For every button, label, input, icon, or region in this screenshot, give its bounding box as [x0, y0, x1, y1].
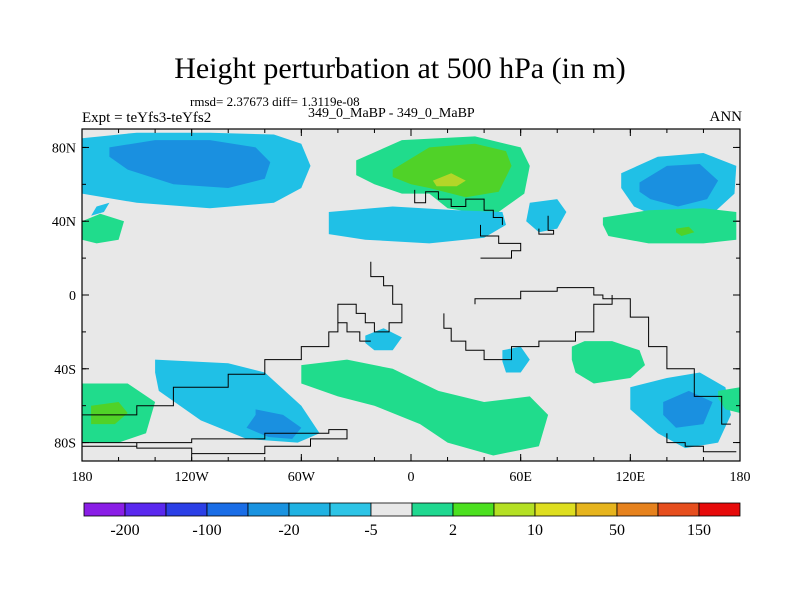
coastline-far-south-right [666, 433, 737, 453]
region-pacific-high [602, 208, 737, 244]
region-pacific-high-core [676, 226, 695, 236]
contour-fills [82, 132, 740, 456]
coastline-equatorial-continent [337, 261, 403, 342]
colorbar-swatch [657, 502, 700, 517]
colorbar-label: 150 [687, 522, 711, 539]
region-east-asia-low-core [639, 164, 719, 207]
coastline-south-continent-left [82, 322, 339, 416]
region-sw-pacific-high-core [91, 402, 128, 425]
colorbar-swatch [575, 502, 618, 517]
colorbar-label: -20 [278, 522, 299, 539]
colorbar-label: -100 [192, 522, 221, 539]
region-atlantic-low [328, 206, 506, 244]
season-label: ANN [709, 109, 743, 125]
region-north-america-small-low [91, 202, 110, 216]
region-north-pacific-low-core [109, 140, 271, 188]
colorbar-swatch [411, 502, 454, 517]
colorbar-swatch [370, 502, 413, 517]
region-eurasia-high-mid [392, 143, 512, 198]
coastline-southeast-ridge [474, 287, 613, 305]
y-tick-label: 80N [52, 141, 76, 156]
colorbar-swatch [83, 502, 126, 517]
colorbar-swatch [329, 502, 372, 517]
colorbar-swatch [616, 502, 659, 517]
colorbar-swatch [124, 502, 167, 517]
coastline-asia-segment [538, 215, 555, 235]
colorbar-label: 50 [609, 522, 625, 539]
colorbar-swatch [534, 502, 577, 517]
x-tick-label: 120E [616, 470, 646, 485]
coastlines [82, 189, 737, 455]
colorbar-label: -5 [364, 522, 377, 539]
colorbar-label: 10 [527, 522, 543, 539]
coastline-gulf-segment [480, 224, 522, 259]
coastline-antarctic-lower [82, 429, 348, 455]
region-atlantic-blip [365, 328, 402, 351]
region-eurasia-high-core [432, 173, 466, 187]
region-far-east-high [718, 387, 740, 413]
region-east-australia-low-core [663, 390, 713, 428]
experiment-label: Expt = teYfs3-teYfs2 [82, 110, 212, 126]
x-tick-label: 120W [175, 470, 210, 485]
y-tick-label: 40S [54, 363, 76, 378]
x-tick-label: 180 [730, 470, 751, 485]
region-south-indian-high [571, 341, 645, 384]
colorbar-swatch [493, 502, 536, 517]
colorbar-swatch [247, 502, 290, 517]
colorbar-swatch [452, 502, 495, 517]
coastline-north-ocean-segment [414, 189, 503, 225]
colorbar-label: -200 [110, 522, 139, 539]
region-southern-ocean-high [301, 359, 549, 456]
x-tick-label: 60E [509, 470, 532, 485]
y-tick-label: 40N [52, 215, 76, 230]
region-na-west-high [82, 213, 124, 244]
y-tick-label: 80S [54, 437, 76, 452]
region-south-atlantic-blip [502, 346, 530, 373]
y-tick-label: 0 [69, 289, 76, 304]
stats-line: rmsd= 2.37673 diff= 1.3119e-08 [190, 94, 360, 109]
region-central-asia-low [526, 199, 567, 233]
colorbar-swatch [288, 502, 331, 517]
x-tick-label: 0 [408, 470, 415, 485]
colorbar-swatch [698, 502, 741, 517]
case-label: 349_0_MaBP - 349_0_MaBP [308, 106, 475, 121]
region-south-pacific-low-core [246, 409, 302, 439]
x-tick-label: 180 [72, 470, 93, 485]
x-tick-label: 60W [288, 470, 316, 485]
coastline-south-continent-right [443, 298, 731, 425]
colorbar-swatch [165, 502, 208, 517]
chart-title: Height perturbation at 500 hPa (in m) [174, 52, 626, 85]
colorbar-label: 2 [449, 522, 457, 539]
colorbar-swatch [206, 502, 249, 517]
